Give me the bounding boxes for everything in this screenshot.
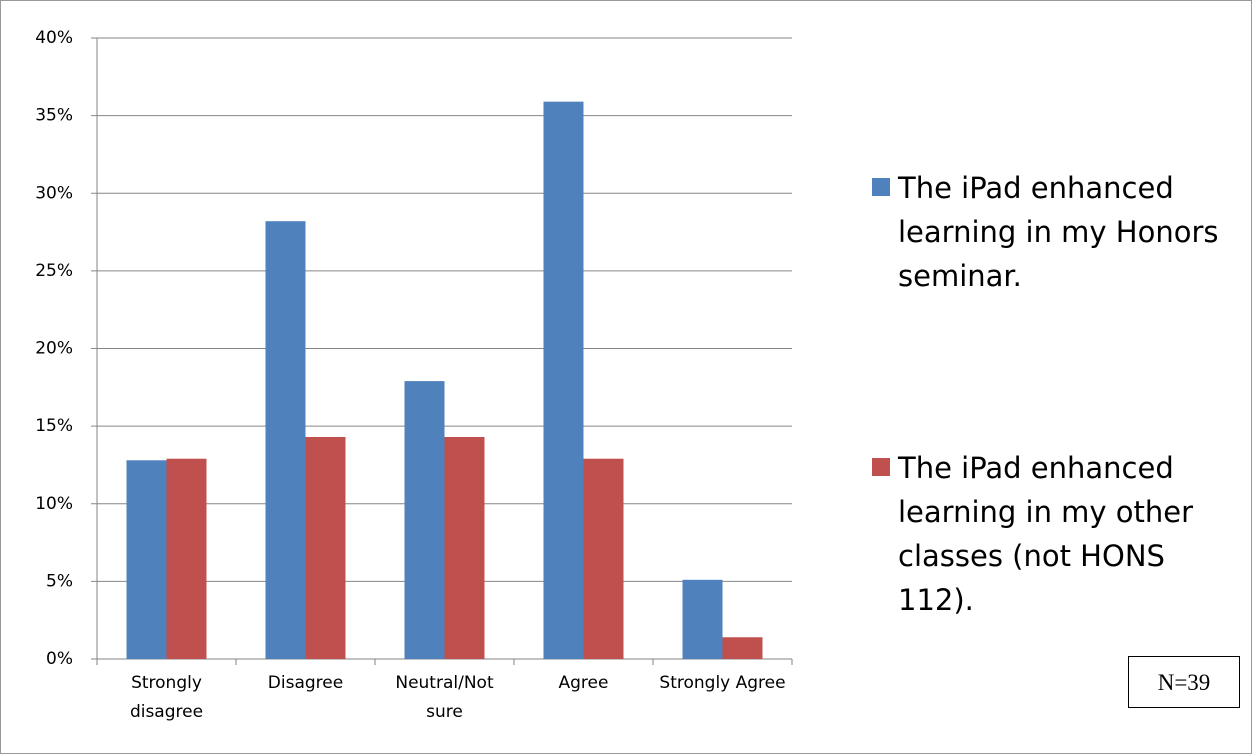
annotation: N=39	[1128, 656, 1240, 708]
y-tick-label: 30%	[35, 183, 73, 203]
legend-swatch	[872, 178, 890, 196]
y-tick-label: 20%	[35, 339, 73, 359]
bar	[543, 101, 584, 660]
legend-swatch	[872, 458, 890, 476]
y-tick-label: 5%	[46, 571, 73, 591]
y-tick-label: 0%	[46, 649, 73, 669]
x-tick-label: Agree	[558, 673, 609, 693]
legend-label: The iPad enhanced learning in my Honors …	[898, 171, 1219, 293]
x-tick-label: Strongly disagree	[129, 673, 204, 722]
y-tick-label: 15%	[35, 416, 73, 436]
bar	[404, 381, 445, 659]
y-tick-label: 35%	[35, 106, 73, 126]
bar	[682, 579, 723, 659]
legend-label: The iPad enhanced learning in my other c…	[898, 451, 1194, 617]
bar	[444, 436, 485, 659]
bar	[305, 436, 346, 659]
bar	[265, 221, 306, 659]
y-tick-label: 10%	[35, 494, 73, 514]
x-tick-label: Disagree	[267, 673, 344, 693]
bar	[583, 458, 624, 659]
x-tick-label: Strongly Agree	[659, 673, 786, 693]
bar	[166, 458, 207, 659]
y-tick-label: 40%	[35, 28, 73, 48]
y-tick-label: 25%	[35, 261, 73, 281]
bar	[722, 637, 763, 659]
x-tick-label: Neutral/Not sure	[395, 673, 494, 722]
bar	[126, 460, 167, 659]
